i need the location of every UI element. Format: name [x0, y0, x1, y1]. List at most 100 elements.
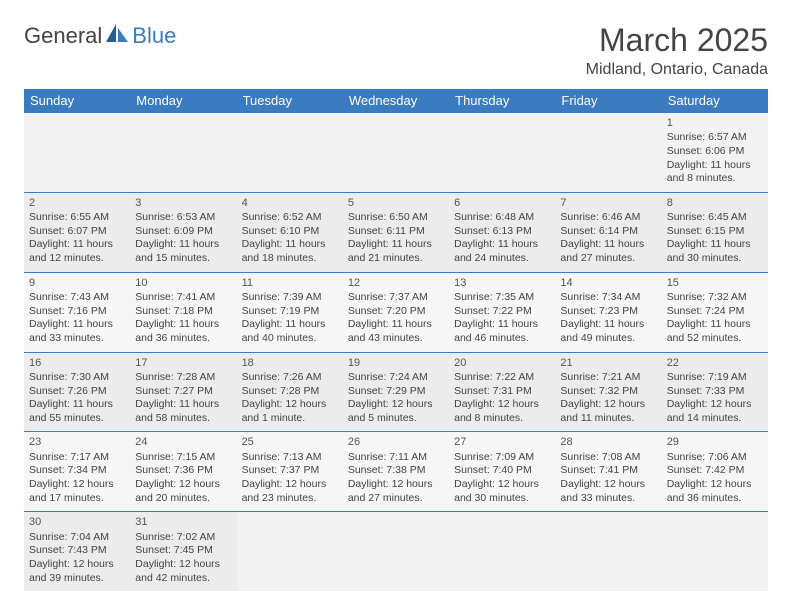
sunset-text: Sunset: 7:16 PM: [29, 305, 125, 319]
day-header: Wednesday: [343, 89, 449, 113]
sunset-text: Sunset: 7:38 PM: [348, 464, 444, 478]
calendar-day-cell: 24Sunrise: 7:15 AMSunset: 7:36 PMDayligh…: [130, 432, 236, 512]
daylight-text: Daylight: 11 hours and 46 minutes.: [454, 318, 550, 345]
daylight-text: Daylight: 11 hours and 15 minutes.: [135, 238, 231, 265]
daylight-text: Daylight: 12 hours and 17 minutes.: [29, 478, 125, 505]
day-number: 28: [560, 435, 656, 449]
sunrise-text: Sunrise: 7:13 AM: [242, 451, 338, 465]
sunset-text: Sunset: 7:43 PM: [29, 544, 125, 558]
daylight-text: Daylight: 12 hours and 1 minute.: [242, 398, 338, 425]
day-number: 8: [667, 196, 763, 210]
day-number: 29: [667, 435, 763, 449]
calendar-empty-cell: [24, 113, 130, 193]
day-header: Monday: [130, 89, 236, 113]
sunrise-text: Sunrise: 6:48 AM: [454, 211, 550, 225]
calendar-day-cell: 17Sunrise: 7:28 AMSunset: 7:27 PMDayligh…: [130, 352, 236, 432]
day-number: 18: [242, 356, 338, 370]
sunset-text: Sunset: 7:31 PM: [454, 385, 550, 399]
day-number: 2: [29, 196, 125, 210]
sunrise-text: Sunrise: 7:39 AM: [242, 291, 338, 305]
calendar-empty-cell: [130, 113, 236, 193]
day-number: 24: [135, 435, 231, 449]
daylight-text: Daylight: 12 hours and 11 minutes.: [560, 398, 656, 425]
calendar-day-cell: 1Sunrise: 6:57 AMSunset: 6:06 PMDaylight…: [662, 113, 768, 193]
sunrise-text: Sunrise: 7:26 AM: [242, 371, 338, 385]
sunrise-text: Sunrise: 6:55 AM: [29, 211, 125, 225]
day-number: 6: [454, 196, 550, 210]
sunrise-text: Sunrise: 7:35 AM: [454, 291, 550, 305]
daylight-text: Daylight: 11 hours and 40 minutes.: [242, 318, 338, 345]
daylight-text: Daylight: 12 hours and 8 minutes.: [454, 398, 550, 425]
daylight-text: Daylight: 12 hours and 20 minutes.: [135, 478, 231, 505]
sunset-text: Sunset: 7:24 PM: [667, 305, 763, 319]
day-number: 13: [454, 276, 550, 290]
calendar-day-cell: 4Sunrise: 6:52 AMSunset: 6:10 PMDaylight…: [237, 192, 343, 272]
day-number: 7: [560, 196, 656, 210]
daylight-text: Daylight: 11 hours and 18 minutes.: [242, 238, 338, 265]
logo-word1: General: [24, 23, 102, 49]
sunrise-text: Sunrise: 7:09 AM: [454, 451, 550, 465]
daylight-text: Daylight: 12 hours and 39 minutes.: [29, 558, 125, 585]
calendar-day-cell: 2Sunrise: 6:55 AMSunset: 6:07 PMDaylight…: [24, 192, 130, 272]
calendar-empty-cell: [343, 512, 449, 591]
day-header: Tuesday: [237, 89, 343, 113]
daylight-text: Daylight: 12 hours and 5 minutes.: [348, 398, 444, 425]
calendar-empty-cell: [555, 113, 661, 193]
daylight-text: Daylight: 12 hours and 14 minutes.: [667, 398, 763, 425]
day-number: 5: [348, 196, 444, 210]
daylight-text: Daylight: 12 hours and 27 minutes.: [348, 478, 444, 505]
calendar-week-row: 9Sunrise: 7:43 AMSunset: 7:16 PMDaylight…: [24, 272, 768, 352]
calendar-day-cell: 18Sunrise: 7:26 AMSunset: 7:28 PMDayligh…: [237, 352, 343, 432]
location: Midland, Ontario, Canada: [586, 61, 768, 79]
sunrise-text: Sunrise: 6:45 AM: [667, 211, 763, 225]
sunrise-text: Sunrise: 7:37 AM: [348, 291, 444, 305]
calendar-body: 1Sunrise: 6:57 AMSunset: 6:06 PMDaylight…: [24, 113, 768, 592]
sunset-text: Sunset: 6:15 PM: [667, 225, 763, 239]
daylight-text: Daylight: 12 hours and 33 minutes.: [560, 478, 656, 505]
day-header: Sunday: [24, 89, 130, 113]
sunset-text: Sunset: 7:34 PM: [29, 464, 125, 478]
calendar-empty-cell: [237, 113, 343, 193]
sunset-text: Sunset: 7:27 PM: [135, 385, 231, 399]
month-title: March 2025: [586, 22, 768, 59]
calendar-day-cell: 31Sunrise: 7:02 AMSunset: 7:45 PMDayligh…: [130, 512, 236, 591]
title-block: March 2025 Midland, Ontario, Canada: [586, 22, 768, 79]
daylight-text: Daylight: 12 hours and 30 minutes.: [454, 478, 550, 505]
calendar-day-cell: 22Sunrise: 7:19 AMSunset: 7:33 PMDayligh…: [662, 352, 768, 432]
day-number: 20: [454, 356, 550, 370]
sunrise-text: Sunrise: 7:21 AM: [560, 371, 656, 385]
sunrise-text: Sunrise: 7:17 AM: [29, 451, 125, 465]
day-number: 17: [135, 356, 231, 370]
daylight-text: Daylight: 11 hours and 55 minutes.: [29, 398, 125, 425]
day-number: 25: [242, 435, 338, 449]
daylight-text: Daylight: 11 hours and 12 minutes.: [29, 238, 125, 265]
day-header: Saturday: [662, 89, 768, 113]
calendar-day-cell: 27Sunrise: 7:09 AMSunset: 7:40 PMDayligh…: [449, 432, 555, 512]
calendar-day-cell: 28Sunrise: 7:08 AMSunset: 7:41 PMDayligh…: [555, 432, 661, 512]
calendar-day-cell: 5Sunrise: 6:50 AMSunset: 6:11 PMDaylight…: [343, 192, 449, 272]
sunset-text: Sunset: 6:14 PM: [560, 225, 656, 239]
sunset-text: Sunset: 6:13 PM: [454, 225, 550, 239]
sunset-text: Sunset: 7:18 PM: [135, 305, 231, 319]
sunrise-text: Sunrise: 7:41 AM: [135, 291, 231, 305]
daylight-text: Daylight: 11 hours and 43 minutes.: [348, 318, 444, 345]
sunrise-text: Sunrise: 6:46 AM: [560, 211, 656, 225]
sunset-text: Sunset: 6:10 PM: [242, 225, 338, 239]
sunrise-text: Sunrise: 7:19 AM: [667, 371, 763, 385]
calendar-day-cell: 30Sunrise: 7:04 AMSunset: 7:43 PMDayligh…: [24, 512, 130, 591]
calendar-day-cell: 26Sunrise: 7:11 AMSunset: 7:38 PMDayligh…: [343, 432, 449, 512]
sunrise-text: Sunrise: 7:11 AM: [348, 451, 444, 465]
calendar-day-cell: 14Sunrise: 7:34 AMSunset: 7:23 PMDayligh…: [555, 272, 661, 352]
calendar-day-cell: 29Sunrise: 7:06 AMSunset: 7:42 PMDayligh…: [662, 432, 768, 512]
calendar-empty-cell: [662, 512, 768, 591]
day-number: 10: [135, 276, 231, 290]
day-number: 9: [29, 276, 125, 290]
sunset-text: Sunset: 7:45 PM: [135, 544, 231, 558]
sunrise-text: Sunrise: 7:02 AM: [135, 531, 231, 545]
calendar-empty-cell: [449, 113, 555, 193]
calendar-table: SundayMondayTuesdayWednesdayThursdayFrid…: [24, 89, 768, 591]
calendar-day-cell: 6Sunrise: 6:48 AMSunset: 6:13 PMDaylight…: [449, 192, 555, 272]
day-number: 14: [560, 276, 656, 290]
daylight-text: Daylight: 11 hours and 24 minutes.: [454, 238, 550, 265]
daylight-text: Daylight: 11 hours and 36 minutes.: [135, 318, 231, 345]
